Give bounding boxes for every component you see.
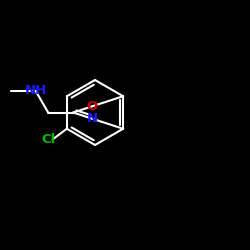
Text: N: N (87, 112, 98, 125)
Text: O: O (86, 100, 98, 113)
Text: Cl: Cl (41, 133, 56, 146)
Text: NH: NH (24, 84, 47, 97)
